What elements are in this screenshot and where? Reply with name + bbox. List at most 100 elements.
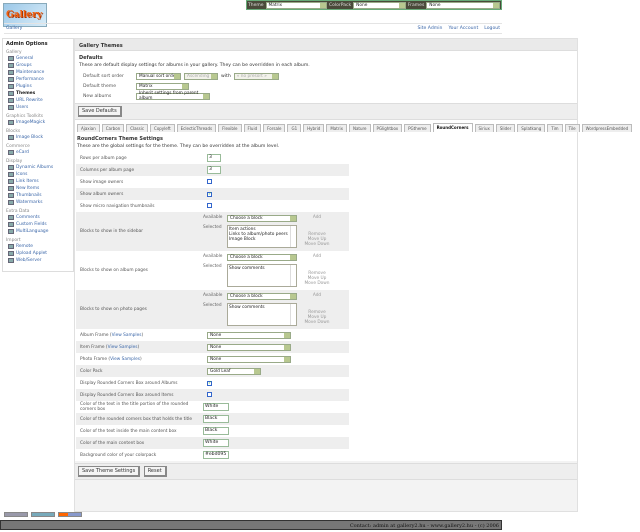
- reset-button[interactable]: Reset: [143, 466, 167, 477]
- tab-g1[interactable]: G1: [287, 124, 302, 132]
- tab-eclecticthreads[interactable]: EclecticThreads: [176, 124, 217, 132]
- album-frame-samples-link[interactable]: View Samples: [111, 332, 142, 338]
- item-frame-select[interactable]: None: [207, 343, 291, 351]
- sidebar-blocks-selected-list[interactable]: Item actions Links to album/photo peers Im…: [227, 225, 297, 248]
- sidebar-item-plugins[interactable]: Plugins: [6, 83, 70, 90]
- remove-block-button[interactable]: Remove: [308, 310, 326, 315]
- move-down-button[interactable]: Move Down: [304, 320, 330, 325]
- sidebar-item-comments[interactable]: Comments: [6, 214, 70, 221]
- columns-input[interactable]: 3: [207, 166, 221, 174]
- xhtml-badge[interactable]: [4, 512, 28, 517]
- sidebar-item-performance[interactable]: Performance: [6, 76, 70, 83]
- tab-tile[interactable]: Tile: [564, 124, 580, 132]
- album-blocks-available-select[interactable]: Choose a block: [227, 254, 297, 261]
- photo-blocks-available-select[interactable]: Choose a block: [227, 293, 297, 300]
- micro-nav-checkbox[interactable]: [207, 202, 212, 208]
- tab-hybrid[interactable]: Hybrid: [303, 124, 325, 132]
- save-theme-settings-button[interactable]: Save Theme Settings: [78, 466, 141, 477]
- photo-frame-samples-link[interactable]: View Samples: [110, 356, 140, 362]
- sidebar-item-url-rewrite[interactable]: URL Rewrite: [6, 97, 70, 104]
- tab-copyleft[interactable]: Copyleft: [150, 124, 175, 132]
- item-frame-samples-link[interactable]: View Samples: [107, 344, 138, 350]
- bg-color-input[interactable]: #ebd095: [203, 451, 229, 459]
- selected-block-item[interactable]: Image Block: [229, 237, 256, 242]
- sidebar-item-remote[interactable]: Remote: [6, 243, 70, 250]
- move-up-button[interactable]: Move Up: [307, 237, 327, 242]
- album-blocks-selected-list[interactable]: Show comments: [227, 264, 297, 287]
- photo-frame-select[interactable]: None: [207, 355, 291, 363]
- move-up-button[interactable]: Move Up: [307, 315, 327, 320]
- move-down-button[interactable]: Move Down: [304, 281, 330, 286]
- selected-block-item[interactable]: Links to album/photo peers: [229, 232, 288, 237]
- sort-direction-select[interactable]: Ascending: [184, 72, 218, 80]
- theme-select[interactable]: Matrix: [265, 1, 328, 9]
- title-box-color-input[interactable]: Black: [203, 415, 229, 423]
- sidebar-item-web-server[interactable]: Web/Server: [6, 257, 70, 264]
- tab-fluid[interactable]: Fluid: [243, 124, 262, 132]
- sidebar-item-general[interactable]: General: [6, 55, 70, 62]
- tab-splatkang[interactable]: Splatkang: [517, 124, 546, 132]
- tab-wordpressembedded[interactable]: WordpressEmbedded: [581, 124, 633, 132]
- sidebar-item-link-items[interactable]: Link Items: [6, 178, 70, 185]
- sidebar-item-ecard[interactable]: eCard: [6, 149, 70, 156]
- colorpack-select[interactable]: None: [353, 1, 406, 9]
- your-account-link[interactable]: Your Account: [448, 26, 479, 31]
- add-block-button[interactable]: Add: [312, 254, 322, 259]
- tab-matrix[interactable]: Matrix: [326, 124, 347, 132]
- sidebar-item-upload-applet[interactable]: Upload Applet: [6, 250, 70, 257]
- title-text-color-input[interactable]: White: [203, 403, 229, 411]
- selected-block-item[interactable]: Show comments: [229, 266, 265, 271]
- breadcrumb-gallery[interactable]: Gallery: [6, 26, 23, 31]
- sidebar-item-imagemagick[interactable]: ImageMagick: [6, 119, 70, 126]
- photo-blocks-selected-list[interactable]: Show comments: [227, 303, 297, 326]
- rows-input[interactable]: 3: [207, 154, 221, 162]
- gallery-badge[interactable]: [31, 512, 55, 517]
- rc-albums-checkbox[interactable]: ✓: [207, 380, 212, 386]
- add-block-button[interactable]: Add: [312, 215, 322, 220]
- tab-carbon[interactable]: Carbon: [101, 124, 125, 132]
- tab-forsale[interactable]: Forsale: [263, 124, 286, 132]
- tab-flexible[interactable]: Flexible: [218, 124, 242, 132]
- remove-block-button[interactable]: Remove: [308, 271, 326, 276]
- frames-select[interactable]: None: [426, 1, 500, 9]
- tab-roundcorners[interactable]: RoundCorners: [432, 123, 473, 132]
- sidebar-item-users[interactable]: Users: [6, 104, 70, 111]
- tab-ajaxian[interactable]: Ajaxian: [77, 124, 100, 132]
- sidebar-item-icons[interactable]: Icons: [6, 171, 70, 178]
- rss-badge[interactable]: [58, 512, 82, 517]
- tab-classic[interactable]: Classic: [126, 124, 149, 132]
- presort-select[interactable]: « no presort »: [233, 72, 279, 80]
- sidebar-item-dynamic-albums[interactable]: Dynamic Albums: [6, 164, 70, 171]
- sidebar-item-new-items[interactable]: New Items: [6, 185, 70, 192]
- sidebar-item-watermarks[interactable]: Watermarks: [6, 199, 70, 206]
- content-text-color-input[interactable]: Black: [203, 427, 229, 435]
- rc-items-checkbox[interactable]: [207, 391, 212, 397]
- logout-link[interactable]: Logout: [484, 26, 500, 31]
- remove-block-button[interactable]: Remove: [308, 232, 326, 237]
- sidebar-item-groups[interactable]: Groups: [6, 62, 70, 69]
- sidebar-blocks-available-select[interactable]: Choose a block: [227, 215, 297, 222]
- sidebar-item-themes[interactable]: Themes: [6, 90, 70, 97]
- sort-order-select[interactable]: Manual sort order: [136, 72, 181, 80]
- tab-nature[interactable]: Nature: [348, 124, 371, 132]
- move-down-button[interactable]: Move Down: [304, 242, 330, 247]
- tab-tim[interactable]: Tim: [547, 124, 563, 132]
- new-albums-select[interactable]: Inherit settings from parent album: [136, 91, 210, 101]
- tab-pglightbox[interactable]: PGlightbox: [372, 124, 403, 132]
- sidebar-item-thumbnails[interactable]: Thumbnails: [6, 192, 70, 199]
- tab-pgtheme[interactable]: PGtheme: [404, 124, 431, 132]
- sidebar-item-custom-fields[interactable]: Custom Fields: [6, 221, 70, 228]
- default-theme-select[interactable]: Matrix: [136, 82, 189, 90]
- add-block-button[interactable]: Add: [312, 293, 322, 298]
- tab-slider[interactable]: Slider: [495, 124, 516, 132]
- sidebar-item-image-block[interactable]: Image Block: [6, 134, 70, 141]
- save-defaults-button[interactable]: Save Defaults: [78, 106, 122, 117]
- album-frame-select[interactable]: None: [207, 331, 291, 339]
- colorpack-select[interactable]: Gold Leaf: [207, 367, 261, 375]
- site-admin-link[interactable]: Site Admin: [417, 26, 443, 31]
- image-owners-checkbox[interactable]: [207, 178, 212, 184]
- content-box-color-input[interactable]: White: [203, 439, 229, 447]
- album-owners-checkbox[interactable]: ✓: [207, 191, 212, 197]
- tab-siriux[interactable]: Siriux: [474, 124, 494, 132]
- selected-block-item[interactable]: Item actions: [229, 227, 256, 232]
